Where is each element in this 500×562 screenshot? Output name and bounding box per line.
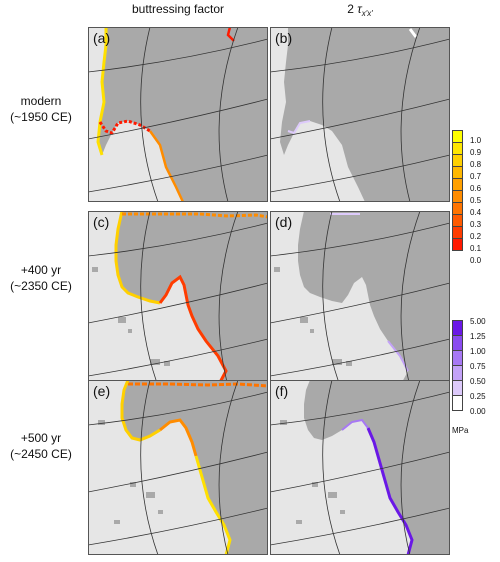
grounded-ice: [116, 211, 268, 386]
map-f: [270, 380, 450, 555]
colorbar-tick: 0.8: [470, 160, 482, 169]
map-e: [88, 380, 268, 555]
stress-edge: [366, 427, 414, 555]
graticule: [270, 27, 450, 202]
row-label-line1: +400 yr: [20, 263, 62, 277]
panel-f: (f): [270, 380, 450, 555]
buttressing-edge: [120, 380, 161, 442]
map-b: [270, 27, 450, 202]
colorbar-cell: [452, 320, 463, 336]
panel-border: [270, 27, 450, 202]
panel-label: (a): [93, 30, 111, 46]
colorbar-tick: 1.0: [470, 136, 482, 145]
colorbar-cell: [452, 365, 463, 381]
buttressing-edge-inlet: [226, 27, 235, 42]
colorbar-tick: 0.0: [470, 256, 482, 265]
colorbar-tick: 0.3: [470, 220, 482, 229]
buttressing-edge-coast: [128, 382, 268, 388]
row-label-line1: +500 yr: [20, 431, 62, 445]
buttressing-edge-front: [159, 418, 198, 457]
column-title-buttressing: buttressing factor: [131, 2, 225, 16]
buttressing-edge-east: [194, 455, 232, 555]
panel-c: (c): [88, 211, 268, 386]
panel-border: [270, 380, 450, 555]
panel-b: (b): [270, 27, 450, 202]
colorbar-tick: 0.2: [470, 232, 482, 241]
colorbar-tick: 0.7: [470, 172, 482, 181]
row-label-500yr: +500 yr (~2450 CE): [0, 430, 82, 462]
panel-label: (d): [275, 214, 293, 230]
graticule: [88, 27, 268, 202]
stress-edge-front: [341, 418, 369, 431]
row-label-line1: modern: [20, 94, 62, 108]
panel-label: (f): [275, 383, 289, 399]
buttressing-edge-tongue: [158, 274, 228, 386]
graticule: [270, 380, 450, 555]
grounded-islands: [98, 420, 163, 524]
colorbar-cell: [452, 350, 463, 366]
map-c: [88, 211, 268, 386]
colorbar-tick: 0.4: [470, 208, 482, 217]
graticule: [88, 380, 268, 555]
grounded-islands: [92, 267, 170, 366]
panel-border: [88, 380, 268, 555]
buttressing-edge: [114, 211, 161, 305]
colorbar-tick: 1.00: [470, 347, 486, 356]
buttressing-edge: [96, 27, 108, 156]
stress-title-symbol: τ: [357, 2, 362, 16]
colorbar-cell: [452, 238, 463, 251]
row-label-line2: (~2350 CE): [10, 279, 72, 293]
colorbar-tick: 0.5: [470, 196, 482, 205]
stress-edge: [287, 120, 311, 135]
colorbar-cell: [452, 395, 463, 411]
colorbar-tick: 0.00: [470, 407, 486, 416]
map-a: [88, 27, 268, 202]
colorbar-tick: 0.75: [470, 362, 486, 371]
panel-border: [88, 27, 268, 202]
panel-label: (c): [93, 214, 110, 230]
colorbar-tick: 0.1: [470, 244, 482, 253]
panel-d: (d): [270, 211, 450, 386]
colorbar-tick: 1.25: [470, 332, 486, 341]
grounded-ice: [122, 380, 268, 555]
row-label-400yr: +400 yr (~2350 CE): [0, 262, 82, 294]
stress-edge-inlet: [408, 28, 418, 38]
buttressing-edge-coast: [122, 212, 268, 219]
buttressing-edge-mid: [148, 130, 185, 202]
stress-colorbar: [452, 320, 463, 411]
stress-unit-label: MPa: [452, 426, 469, 435]
colorbar-tick: 0.6: [470, 184, 482, 193]
grounded-islands: [274, 267, 352, 366]
grounded-ice: [298, 211, 450, 386]
colorbar-tick: 0.9: [470, 148, 482, 157]
buttressing-edge-low: [98, 119, 151, 135]
colorbar-tick: 5.00: [470, 317, 486, 326]
grounded-ice: [304, 380, 450, 555]
column-title-stress: 2 τx'x': [270, 2, 450, 18]
graticule: [270, 211, 450, 386]
stress-title-prefix: 2: [347, 2, 354, 16]
panel-a: (a): [88, 27, 268, 202]
colorbar-tick: 0.50: [470, 377, 486, 386]
row-label-modern: modern (~1950 CE): [0, 93, 82, 125]
graticule: [88, 211, 268, 386]
panel-e: (e): [88, 380, 268, 555]
panel-label: (e): [93, 383, 111, 399]
map-d: [270, 211, 450, 386]
row-label-line2: (~2450 CE): [10, 447, 72, 461]
buttressing-colorbar: [452, 130, 463, 251]
colorbar-cell: [452, 335, 463, 351]
grounded-islands: [280, 420, 345, 524]
row-label-line2: (~1950 CE): [10, 110, 72, 124]
stress-title-subscript: x'x': [361, 9, 373, 18]
colorbar-cell: [452, 380, 463, 396]
panel-label: (b): [275, 30, 293, 46]
colorbar-tick: 0.25: [470, 392, 486, 401]
